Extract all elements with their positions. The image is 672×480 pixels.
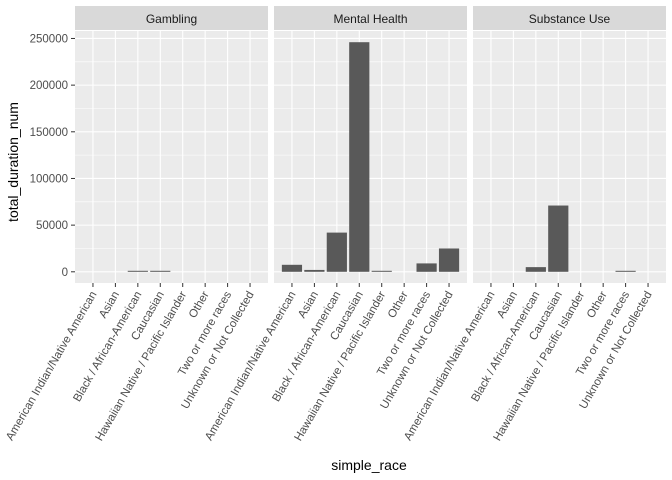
- y-tick-label: 150000: [30, 127, 68, 139]
- bar: [548, 205, 569, 272]
- y-tick-label: 250000: [30, 33, 68, 45]
- bar: [127, 270, 148, 272]
- bar: [304, 269, 325, 272]
- y-tick-label: 0: [62, 267, 68, 279]
- facet-strip: [75, 6, 268, 30]
- y-tick-label: 200000: [30, 80, 68, 92]
- bar: [349, 42, 370, 272]
- bar: [525, 267, 546, 272]
- panel-background: [75, 31, 268, 283]
- facet-strip: [473, 6, 666, 30]
- bar: [281, 264, 303, 272]
- y-axis-title: total_duration_num: [5, 102, 21, 222]
- bar: [150, 270, 171, 272]
- panel-background: [473, 31, 666, 283]
- facet-strip: [274, 6, 467, 30]
- bar: [615, 270, 636, 272]
- y-tick-label: 100000: [30, 173, 68, 185]
- bar: [416, 263, 437, 272]
- bar: [371, 270, 392, 272]
- panel-background: [274, 31, 467, 283]
- bar: [326, 232, 347, 272]
- x-axis-title: simple_race: [331, 457, 407, 473]
- facet-strip-label: Mental Health: [333, 12, 407, 26]
- facet-strip-label: Substance Use: [529, 12, 611, 26]
- y-tick-label: 50000: [36, 220, 68, 232]
- x-tick-label: American Indian/Native American: [4, 290, 99, 443]
- facet-strip-label: Gambling: [146, 12, 197, 26]
- bar: [438, 248, 460, 272]
- y-axis: 0 50000 100000 150000 200000 250000: [30, 33, 75, 279]
